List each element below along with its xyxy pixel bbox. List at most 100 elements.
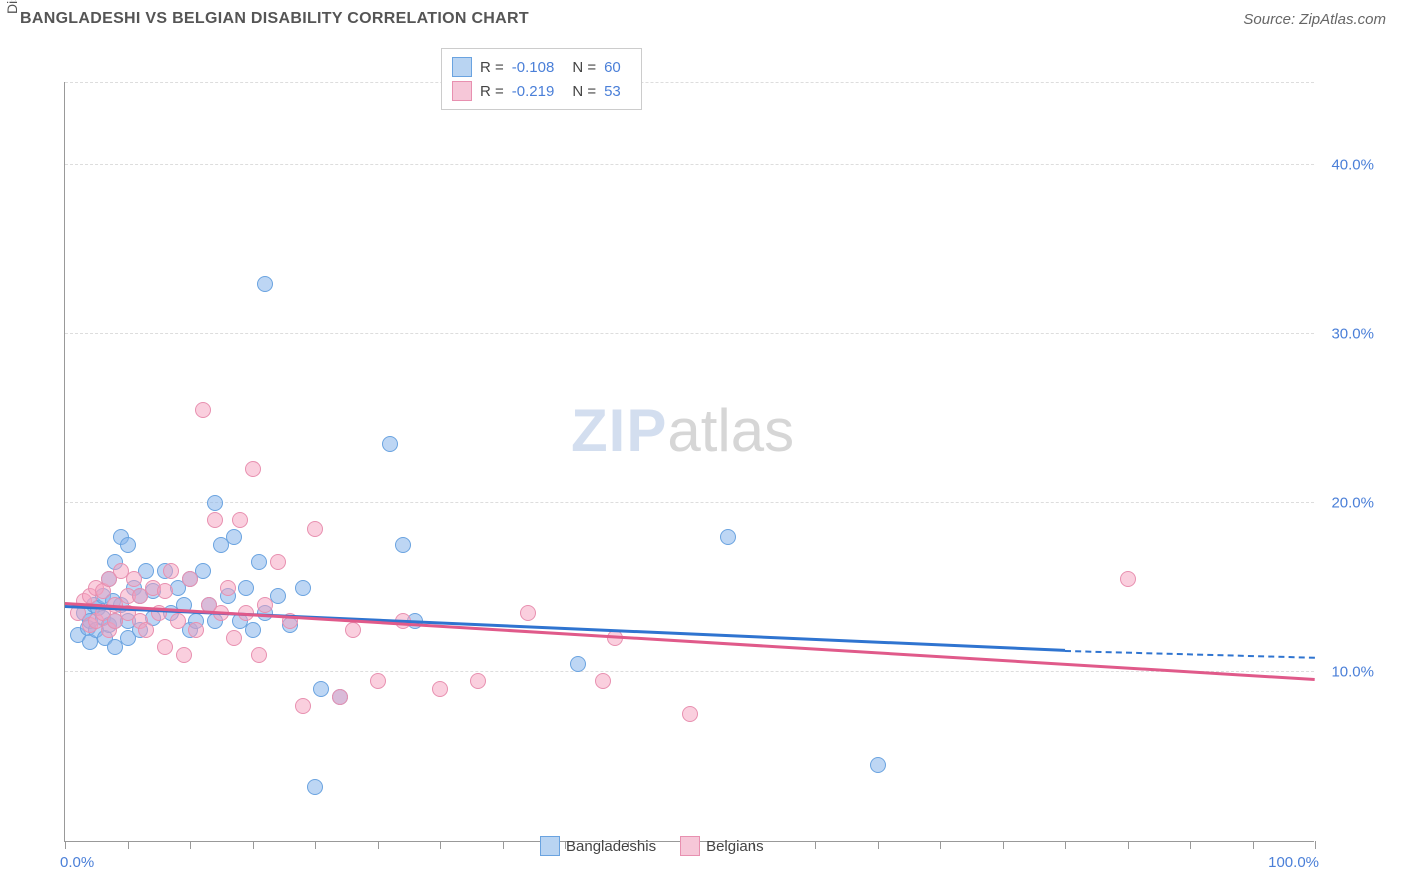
data-point-belgians <box>295 698 311 714</box>
watermark-zip: ZIP <box>571 397 667 464</box>
data-point-belgians <box>163 563 179 579</box>
watermark-atlas: atlas <box>667 397 794 464</box>
legend-item-bangladeshis: Bangladeshis <box>540 836 656 856</box>
data-point-belgians <box>176 647 192 663</box>
y-tick-label: 40.0% <box>1319 157 1374 174</box>
x-tick <box>1253 841 1254 849</box>
data-point-bangladeshis <box>295 580 311 596</box>
data-point-belgians <box>470 673 486 689</box>
data-point-bangladeshis <box>120 537 136 553</box>
data-point-belgians <box>251 647 267 663</box>
x-tick <box>815 841 816 849</box>
correlation-legend: R =-0.108N =60R =-0.219N =53 <box>441 48 642 110</box>
y-tick-label: 30.0% <box>1319 326 1374 343</box>
data-point-belgians <box>138 622 154 638</box>
source-prefix: Source: <box>1243 11 1299 28</box>
r-label: R = <box>480 83 504 100</box>
legend-swatch <box>452 57 472 77</box>
n-label: N = <box>572 59 596 76</box>
data-point-bangladeshis <box>382 436 398 452</box>
chart-title: BANGLADESHI VS BELGIAN DISABILITY CORREL… <box>20 10 529 28</box>
r-value: -0.219 <box>512 83 555 100</box>
data-point-bangladeshis <box>307 779 323 795</box>
r-label: R = <box>480 59 504 76</box>
x-tick <box>315 841 316 849</box>
data-point-belgians <box>195 402 211 418</box>
data-point-belgians <box>170 613 186 629</box>
gridline <box>65 164 1314 165</box>
plot-area: 10.0%20.0%30.0%40.0%0.0%100.0%ZIPatlasR … <box>64 82 1314 842</box>
trend-line <box>65 602 1315 680</box>
data-point-belgians <box>520 605 536 621</box>
legend-swatch <box>680 836 700 856</box>
data-point-belgians <box>232 512 248 528</box>
x-tick <box>128 841 129 849</box>
legend-row-belgians: R =-0.219N =53 <box>452 79 631 103</box>
legend-swatch <box>452 81 472 101</box>
data-point-bangladeshis <box>238 580 254 596</box>
x-tick <box>1190 841 1191 849</box>
data-point-bangladeshis <box>313 681 329 697</box>
y-tick-label: 10.0% <box>1319 664 1374 681</box>
data-point-belgians <box>307 521 323 537</box>
n-value: 60 <box>604 59 621 76</box>
x-tick <box>940 841 941 849</box>
data-point-belgians <box>257 597 273 613</box>
data-point-belgians <box>207 512 223 528</box>
x-tick <box>1065 841 1066 849</box>
data-point-bangladeshis <box>395 537 411 553</box>
data-point-belgians <box>1120 571 1136 587</box>
chart-header: BANGLADESHI VS BELGIAN DISABILITY CORREL… <box>0 0 1406 34</box>
legend-item-belgians: Belgians <box>680 836 764 856</box>
data-point-belgians <box>595 673 611 689</box>
y-axis-label: Disability <box>4 0 20 14</box>
data-point-belgians <box>126 571 142 587</box>
series-legend: Bangladeshis Belgians <box>540 836 764 856</box>
data-point-bangladeshis <box>257 276 273 292</box>
chart-source: Source: ZipAtlas.com <box>1243 11 1386 28</box>
data-point-bangladeshis <box>251 554 267 570</box>
x-tick <box>1003 841 1004 849</box>
legend-label: Bangladeshis <box>566 838 656 855</box>
data-point-bangladeshis <box>207 495 223 511</box>
gridline <box>65 333 1314 334</box>
data-point-bangladeshis <box>720 529 736 545</box>
x-tick <box>190 841 191 849</box>
data-point-belgians <box>682 706 698 722</box>
data-point-bangladeshis <box>870 757 886 773</box>
x-tick <box>378 841 379 849</box>
watermark: ZIPatlas <box>571 396 794 465</box>
gridline <box>65 671 1314 672</box>
trend-line <box>1065 650 1315 659</box>
data-point-belgians <box>432 681 448 697</box>
data-point-belgians <box>188 622 204 638</box>
data-point-bangladeshis <box>570 656 586 672</box>
x-tick <box>440 841 441 849</box>
data-point-belgians <box>157 639 173 655</box>
data-point-belgians <box>245 461 261 477</box>
data-point-belgians <box>226 630 242 646</box>
gridline <box>65 502 1314 503</box>
r-value: -0.108 <box>512 59 555 76</box>
x-tick-label: 100.0% <box>1264 854 1319 871</box>
x-tick <box>65 841 66 849</box>
data-point-belgians <box>182 571 198 587</box>
x-tick <box>503 841 504 849</box>
x-tick <box>1315 841 1316 849</box>
x-tick <box>878 841 879 849</box>
data-point-belgians <box>157 583 173 599</box>
data-point-belgians <box>607 630 623 646</box>
gridline <box>65 82 1314 83</box>
x-tick <box>253 841 254 849</box>
x-tick-label: 0.0% <box>60 854 94 871</box>
legend-label: Belgians <box>706 838 764 855</box>
x-tick <box>1128 841 1129 849</box>
data-point-belgians <box>220 580 236 596</box>
data-point-belgians <box>270 554 286 570</box>
data-point-belgians <box>370 673 386 689</box>
n-value: 53 <box>604 83 621 100</box>
data-point-bangladeshis <box>226 529 242 545</box>
legend-swatch <box>540 836 560 856</box>
data-point-bangladeshis <box>245 622 261 638</box>
y-tick-label: 20.0% <box>1319 495 1374 512</box>
